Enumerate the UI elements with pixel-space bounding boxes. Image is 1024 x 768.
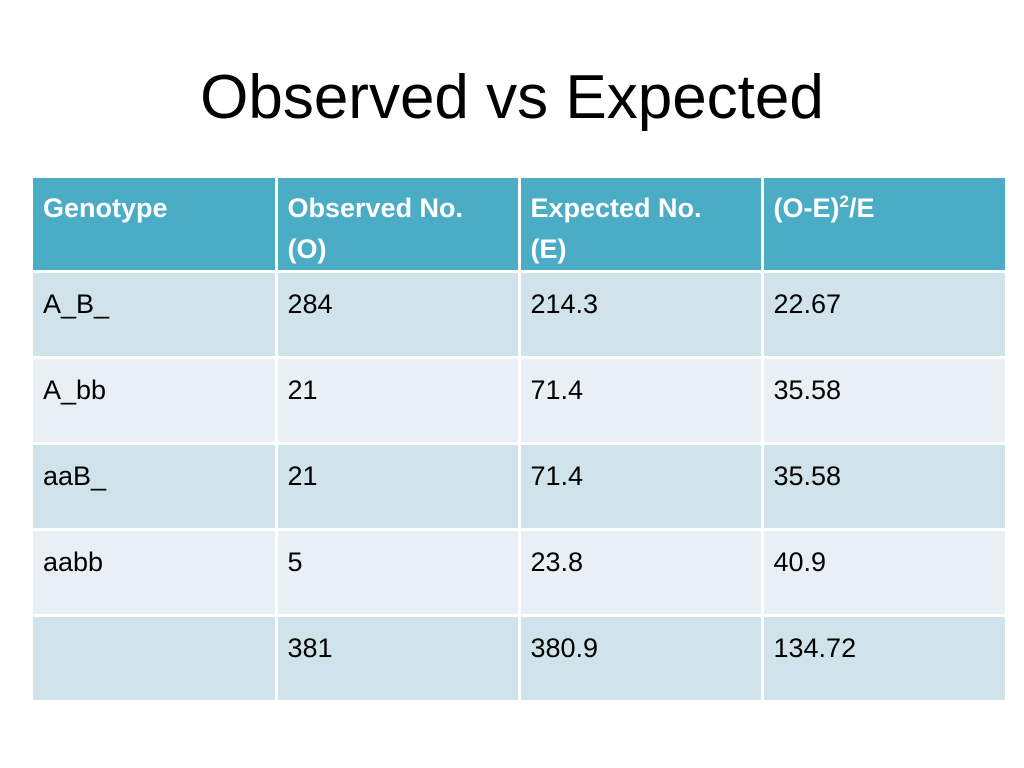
cell-genotype: aaB_ <box>33 442 278 531</box>
cell-observed: 21 <box>274 356 521 445</box>
header-expected: Expected No. (E) <box>517 178 764 273</box>
cell-chi-square: 35.58 <box>760 442 1005 531</box>
header-chi-exponent: 2 <box>839 192 849 211</box>
table-row: aaB_ 21 71.4 35.58 <box>33 442 1005 531</box>
cell-expected-total: 380.9 <box>517 614 764 700</box>
table-header-row: Genotype Observed No. (O) Expected No. (E)… <box>33 178 1005 273</box>
chi-square-table: Genotype Observed No. (O) Expected No. (E)… <box>33 178 1005 700</box>
cell-chi-square: 40.9 <box>760 528 1005 617</box>
cell-genotype: A_bb <box>33 356 278 445</box>
cell-expected: 214.3 <box>517 270 764 359</box>
slide-title: Observed vs Expected <box>200 63 824 132</box>
header-observed-symbol: (O) <box>287 234 327 264</box>
cell-genotype: A_B_ <box>33 270 278 359</box>
header-chi-square: (O-E)2/E <box>760 178 1005 273</box>
cell-observed-total: 381 <box>274 614 521 700</box>
cell-observed: 284 <box>274 270 521 359</box>
header-observed-label: Observed No. <box>287 193 464 223</box>
header-expected-label: Expected No. <box>530 193 702 223</box>
cell-genotype <box>33 614 278 700</box>
header-genotype-label: Genotype <box>43 193 168 223</box>
header-genotype: Genotype <box>33 178 278 273</box>
cell-genotype: aabb <box>33 528 278 617</box>
header-chi-prefix: (O-E) <box>773 193 840 223</box>
cell-observed: 21 <box>274 442 521 531</box>
header-chi-suffix: /E <box>848 193 875 223</box>
cell-expected: 71.4 <box>517 442 764 531</box>
cell-chi-square: 35.58 <box>760 356 1005 445</box>
cell-observed: 5 <box>274 528 521 617</box>
cell-expected: 23.8 <box>517 528 764 617</box>
cell-chi-square-total: 134.72 <box>760 614 1005 700</box>
cell-expected: 71.4 <box>517 356 764 445</box>
table-row: A_bb 21 71.4 35.58 <box>33 356 1005 445</box>
table-row: A_B_ 284 214.3 22.67 <box>33 270 1005 359</box>
header-expected-symbol: (E) <box>530 234 567 264</box>
cell-chi-square: 22.67 <box>760 270 1005 359</box>
table-row: aabb 5 23.8 40.9 <box>33 528 1005 617</box>
header-observed: Observed No. (O) <box>274 178 521 273</box>
table-total-row: 381 380.9 134.72 <box>33 614 1005 700</box>
